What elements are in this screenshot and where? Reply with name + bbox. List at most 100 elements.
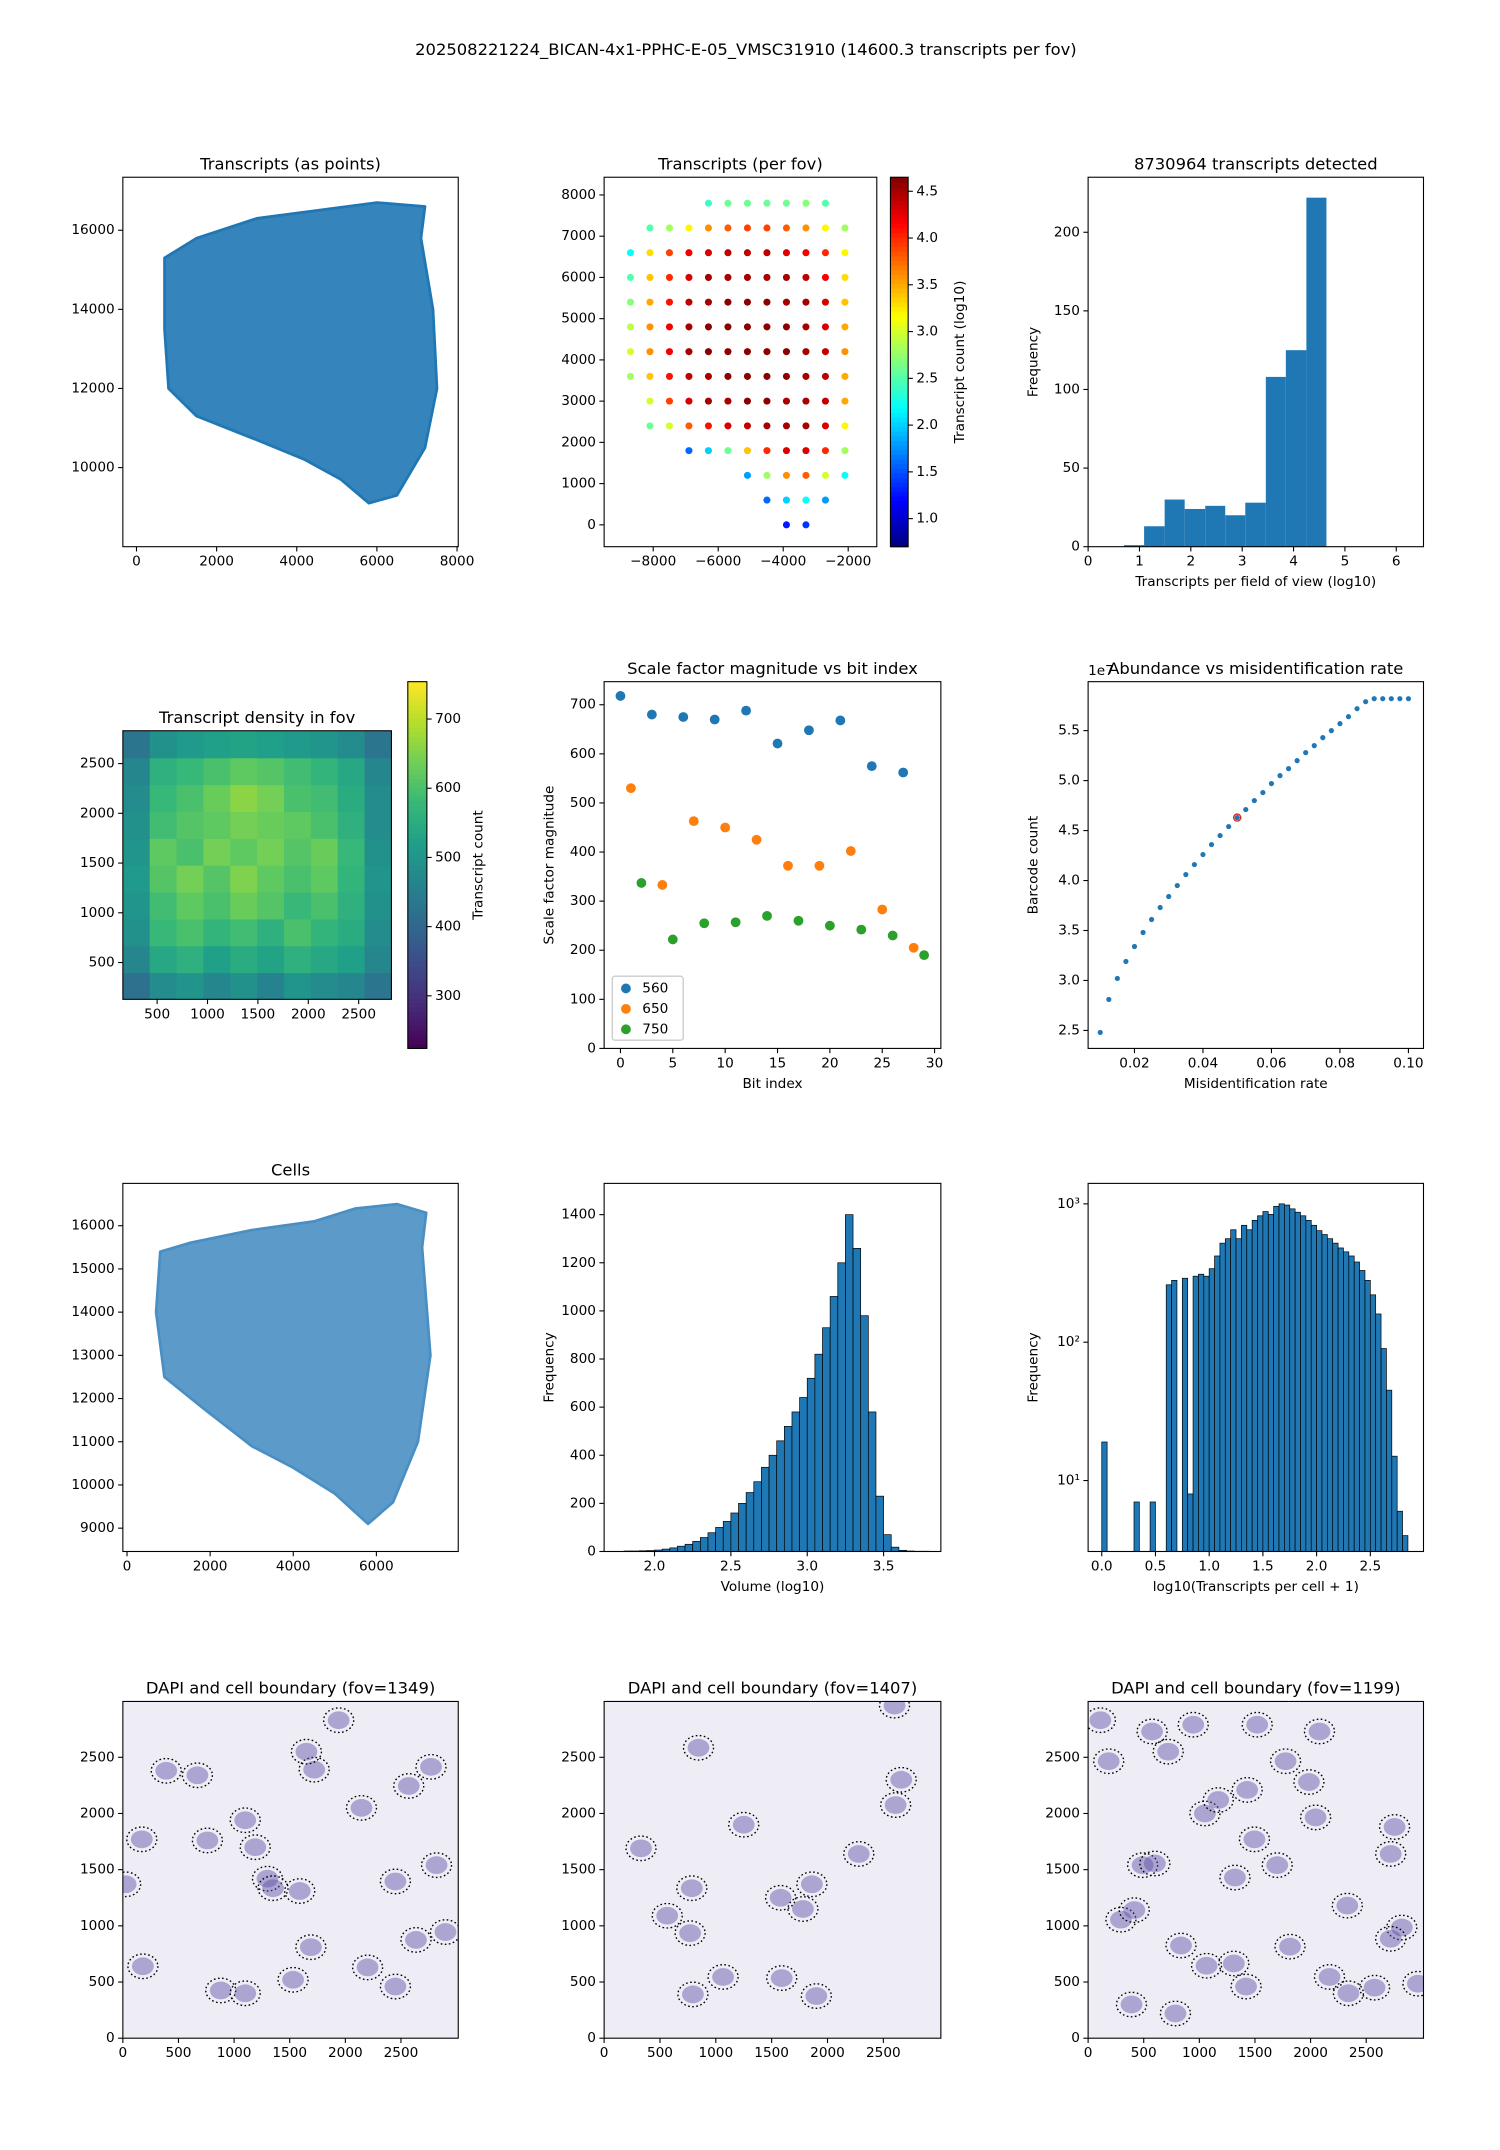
point [1149,916,1155,923]
bar [1262,1211,1269,1552]
heat-cell [149,972,178,1000]
y-tick-label: 2.5 [1058,1022,1080,1038]
y-tick-label: 1500 [1045,1862,1080,1878]
nucleus [884,1796,907,1814]
point [1251,797,1257,804]
y-tick-label: 12000 [71,380,114,396]
bar [692,1541,701,1552]
colorbar-segment [407,787,427,793]
bar [1316,1230,1323,1552]
axes-title: DAPI and cell boundary (fov=1407) [628,1679,917,1698]
fov-point [782,199,790,207]
figure-title: 202508221224_BICAN-4x1-PPHC-E-05_VMSC319… [415,40,1077,60]
nucleus [420,1757,442,1776]
colorbar-segment [407,832,427,839]
fov-point [821,224,829,232]
colorbar-frame [889,176,909,548]
heat-cell [122,757,151,786]
fov-point [743,273,751,281]
colorbar-segment [407,741,427,747]
x-tick-label: 3.5 [873,1558,895,1574]
y-tick-label: 2000 [561,434,596,450]
colorbar-segment [890,255,909,261]
point [1363,699,1369,705]
heat-cell [149,811,178,839]
colorbar-segment [890,435,909,442]
cell-boundary [1375,1840,1407,1867]
point-cloud [154,1202,432,1526]
plot-area [122,1701,459,2039]
colorbar-segment [407,952,427,958]
fov-point [821,397,829,405]
nucleus [209,1981,232,2000]
cell-boundary [345,1794,378,1821]
y-tick-label: 6000 [561,269,596,285]
fov-point [841,323,849,331]
fov-point [724,372,732,380]
colorbar-segment [890,278,909,285]
colorbar-segment [890,204,909,211]
x-tick-label: 20 [821,1055,838,1071]
nucleus [130,1830,153,1849]
plot-area [623,1214,930,1552]
x-tick-label: 5 [668,1055,677,1071]
colorbar-segment [407,883,427,889]
heat-cell [149,865,178,893]
fov-point [743,199,751,207]
point [709,714,720,725]
fov-point [626,249,634,257]
nucleus [1379,1929,1402,1948]
bar [799,1397,808,1552]
colorbar-segment [407,768,427,774]
cell-boundary [322,1707,355,1734]
y-tick-label: 200 [1054,224,1080,240]
nucleus [890,1770,913,1789]
x-tick-label: −6000 [695,554,741,570]
fov-point [724,249,732,257]
fov-point [802,471,810,479]
nucleus [425,1856,448,1875]
x-tick-label: 4 [1289,554,1298,570]
bar [715,1527,724,1552]
colorbar-segment [407,942,427,949]
cell-boundary [674,1920,706,1947]
colorbar-segment [890,422,909,428]
colorbar-segment [890,491,909,497]
colorbar-segment [890,398,909,405]
bar [1285,350,1307,547]
cell-boundary [298,1756,330,1783]
fov-point [821,372,829,380]
fov-point [763,447,771,455]
fov-point [704,422,712,430]
nucleus [883,1701,906,1715]
cell-boundary [677,1981,709,2008]
cell-boundary [429,1919,459,1945]
y-tick-label: 3.0 [1058,972,1080,988]
cell-boundary [127,1953,159,1980]
heat-cell [364,730,392,759]
heat-cell [203,784,231,813]
bar [1101,1441,1108,1552]
colorbar-segment [890,505,909,511]
bar [1124,545,1145,547]
fov-point [802,298,810,306]
point [1285,766,1292,772]
y-tick-label: 0 [106,2030,115,2046]
x-tick-label: 0 [132,554,141,570]
colorbar-segment [890,260,909,266]
bar [1305,1220,1312,1552]
axes-title: DAPI and cell boundary (fov=1199) [1111,1679,1400,1698]
heat-cell [122,945,151,974]
nucleus [1120,1995,1143,2014]
cell-boundary [122,1871,142,1898]
point [1354,706,1360,712]
fov-point [841,273,849,281]
fov-point [782,249,790,257]
x-tick-label: 2000 [328,2045,363,2061]
nucleus [234,1984,257,2003]
bar [1359,1270,1366,1552]
fov-point [626,273,634,281]
x-tick-label: 1 [1135,554,1144,570]
cell-boundary [787,1896,819,1922]
colorbar-segment [890,458,909,465]
